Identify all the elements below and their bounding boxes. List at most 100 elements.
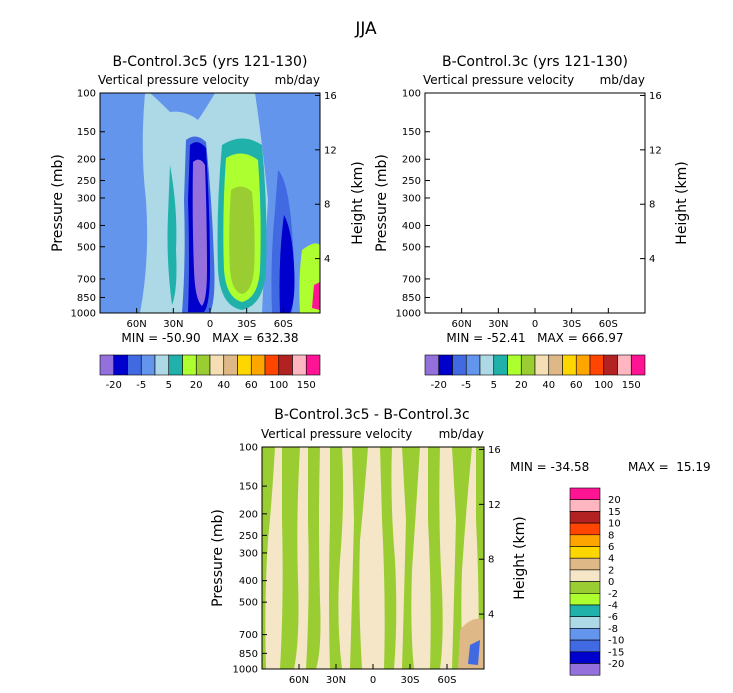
colorbar-swatch — [569, 639, 601, 653]
colorbar-swatch — [465, 354, 481, 376]
contour-band-royal-sh — [596, 170, 619, 313]
colorbar-label: 20 — [515, 380, 528, 391]
y-axis-label: Pressure (mb) — [374, 154, 390, 252]
contour-band-green-9 — [452, 447, 472, 669]
colorbar-swatch — [195, 354, 211, 376]
colorbar-swatch — [569, 663, 601, 676]
colorbar-swatch — [569, 569, 601, 582]
panel-control-3c5: B-Control.3c5 (yrs 121-130) Vertical pre… — [50, 54, 366, 391]
y-tick-label: 300 — [239, 548, 258, 559]
y-tick-label: 100 — [239, 443, 258, 454]
y2-tick-label: 8 — [324, 200, 330, 211]
y-tick-label: 850 — [402, 293, 421, 304]
colorbar-swatch — [237, 354, 252, 376]
y-tick-label: 150 — [402, 127, 421, 138]
y-tick-label: 250 — [239, 531, 258, 542]
x-tick-label: 60S — [437, 675, 456, 686]
contour-band-blue-top — [475, 93, 540, 120]
contour-field — [262, 447, 484, 669]
colorbar-swatch — [520, 354, 536, 376]
y2-tick-label: 16 — [488, 445, 501, 456]
contour-band-green-1 — [262, 447, 275, 669]
contour-band-green-4 — [329, 447, 344, 669]
y-tick-label: 700 — [239, 630, 258, 641]
colorbar-swatch — [99, 354, 115, 376]
colorbar-swatch — [209, 354, 225, 376]
colorbar-label: 15 — [608, 507, 621, 518]
contour-band-royal-itcz — [507, 136, 540, 313]
colorbar: -20 -5 5 20 40 60 100 150 — [99, 354, 321, 391]
panel-title: B-Control.3c5 - B-Control.3c — [274, 407, 470, 423]
y2-axis-label: Height (km) — [512, 516, 528, 599]
y-tick-label: 400 — [239, 576, 258, 587]
colorbar-label: 100 — [594, 380, 613, 391]
contour-band-surface-blue — [468, 640, 480, 665]
colorbar-label: 6 — [608, 542, 614, 553]
y2-tick-label: 8 — [488, 555, 494, 566]
colorbar-label: 150 — [297, 380, 316, 391]
colorbar-swatch — [507, 354, 522, 376]
y-tick-label: 200 — [239, 509, 258, 520]
colorbar-swatch — [569, 534, 601, 547]
panel-difference: B-Control.3c5 - B-Control.3c Vertical pr… — [210, 407, 711, 686]
colorbar-label: 100 — [269, 380, 288, 391]
colorbar-swatch — [140, 354, 156, 376]
contour-field — [100, 93, 320, 313]
colorbar-label: 20 — [190, 380, 203, 391]
colorbar-label: 0 — [608, 577, 614, 588]
colorbar-swatch — [452, 354, 467, 376]
y2-tick-label: 4 — [649, 254, 655, 265]
min-max-stats: MIN = -50.90 MAX = 632.38 — [121, 331, 298, 345]
colorbar-swatch — [569, 511, 601, 524]
y2-axis-label: Height (km) — [350, 161, 366, 244]
colorbar-swatch — [569, 628, 601, 641]
left-axis-ticks: 100 150 200 250 300 400 500 700 850 1000 — [233, 443, 267, 676]
min-max-stats: MIN = -52.41 MAX = 666.97 — [446, 331, 623, 345]
colorbar-swatch — [575, 354, 591, 376]
y-tick-label: 500 — [402, 242, 421, 253]
y-tick-label: 850 — [239, 649, 258, 660]
y-tick-label: 850 — [77, 293, 96, 304]
colorbar-label: -20 — [106, 380, 122, 391]
colorbar-label: -5 — [461, 380, 471, 391]
contour-band-green-2 — [280, 447, 300, 669]
x-tick-label: 60S — [274, 319, 293, 330]
x-tick-label: 60N — [452, 319, 472, 330]
contour-band-blue-top — [150, 93, 215, 120]
colorbar-swatch — [113, 354, 128, 376]
colorbar-label: -6 — [608, 612, 618, 623]
y-tick-label: 700 — [77, 274, 96, 285]
y2-tick-label: 12 — [649, 145, 662, 156]
panel-subtitle-variable: Vertical pressure velocity — [261, 427, 412, 441]
y2-tick-label: 12 — [488, 500, 501, 511]
colorbar-swatch — [278, 354, 293, 376]
y2-tick-label: 4 — [488, 610, 494, 621]
contour-band-blue-sh — [580, 93, 645, 313]
contour-band-darkblue-itcz — [513, 142, 535, 312]
y2-tick-label: 12 — [324, 145, 337, 156]
y-axis-label: Pressure (mb) — [50, 154, 66, 252]
colorbar-label: 40 — [542, 380, 555, 391]
x-tick-label: 60N — [289, 675, 309, 686]
colorbar-swatch — [562, 354, 577, 376]
right-axis-ticks: 16 12 8 4 — [315, 91, 337, 265]
colorbar-label: 150 — [622, 380, 641, 391]
y-tick-label: 250 — [77, 176, 96, 187]
x-tick-label: 30S — [400, 675, 419, 686]
y-tick-label: 150 — [239, 482, 258, 493]
colorbar-swatch — [569, 522, 601, 536]
y-tick-label: 150 — [77, 127, 96, 138]
y2-tick-label: 16 — [649, 91, 662, 102]
y-tick-label: 100 — [77, 89, 96, 100]
left-axis-ticks: 100 150 200 250 300 400 500 700 850 1000 — [71, 89, 105, 320]
contour-band-surface-magenta — [312, 282, 320, 310]
x-tick-label: 60N — [127, 319, 147, 330]
left-axis-ticks: 100 150 200 250 300 400 500 700 850 1000 — [396, 89, 430, 320]
colorbar-swatch — [250, 354, 266, 376]
contour-band-darkblue-sh — [279, 215, 295, 313]
y-tick-label: 500 — [239, 598, 258, 609]
y-tick-label: 200 — [402, 155, 421, 166]
colorbar-swatch — [479, 354, 495, 376]
colorbar-swatch — [603, 354, 618, 376]
panel-subtitle-units: mb/day — [439, 427, 484, 441]
